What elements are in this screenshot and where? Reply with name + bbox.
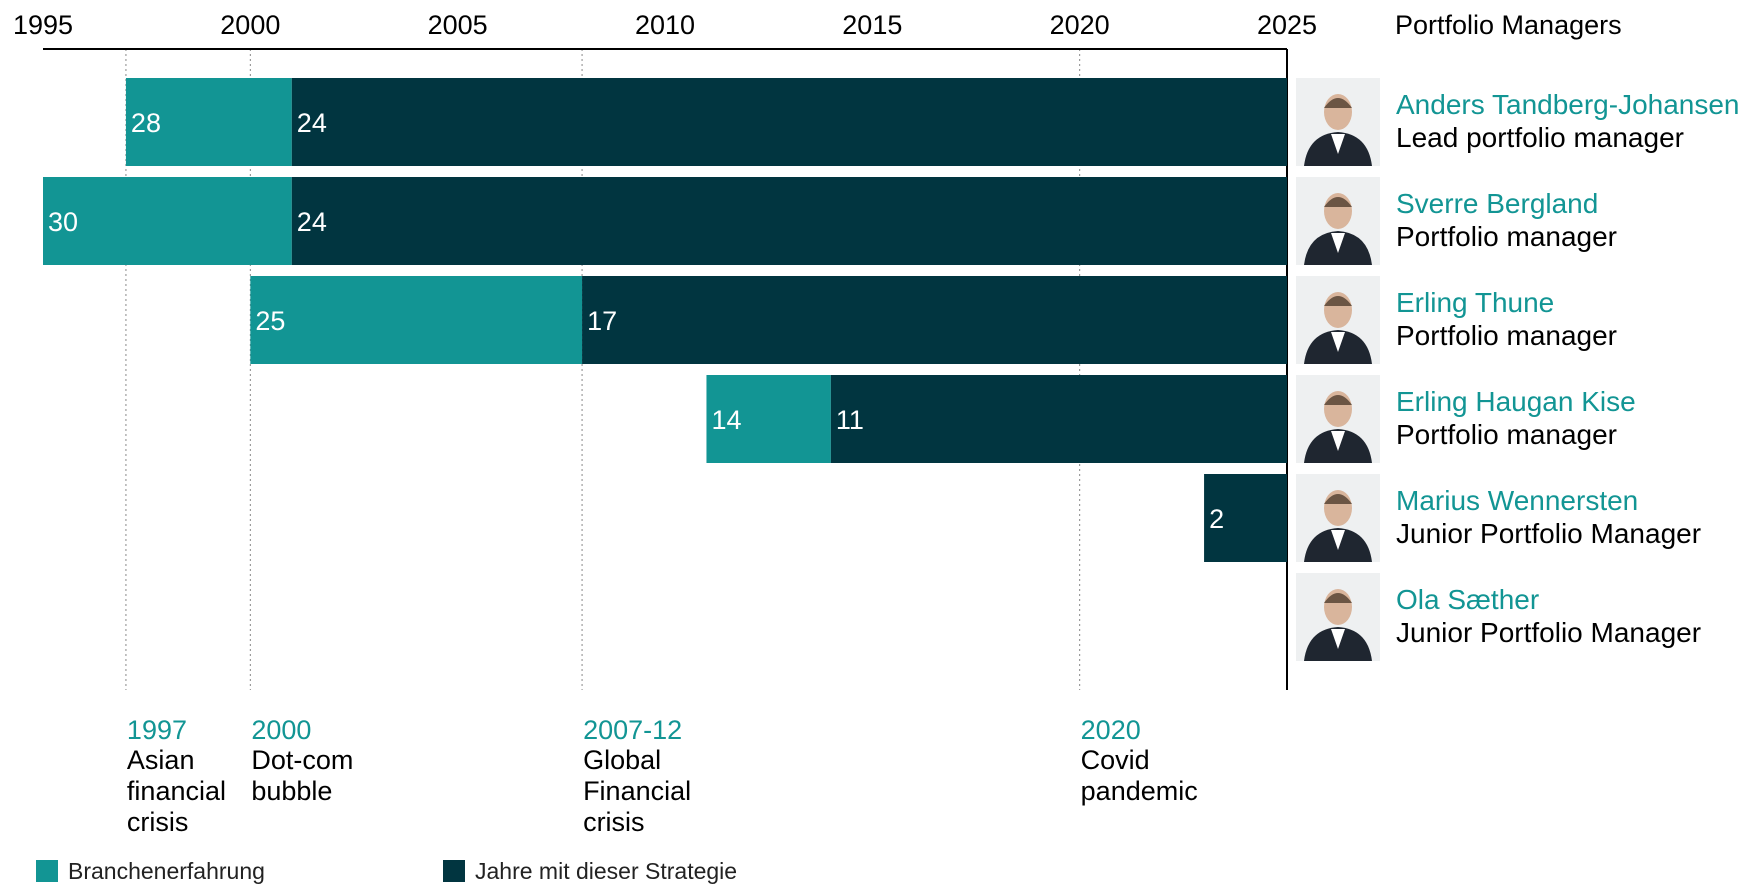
manager-portrait-1 — [1296, 177, 1380, 265]
event-text-3-0: Covid — [1081, 745, 1150, 775]
industry-bar-label-3: 14 — [711, 405, 741, 435]
event-text-0-1: financial — [127, 776, 226, 806]
strategy-bar-3 — [830, 375, 1287, 463]
x-tick-label-3: 2010 — [635, 10, 695, 40]
manager-role-1: Portfolio manager — [1396, 221, 1617, 252]
manager-name-4: Marius Wennersten — [1396, 485, 1638, 516]
manager-name-5: Ola Sæther — [1396, 584, 1539, 615]
manager-role-4: Junior Portfolio Manager — [1396, 518, 1701, 549]
manager-role-2: Portfolio manager — [1396, 320, 1617, 351]
manager-name-0: Anders Tandberg-Johansen — [1396, 89, 1740, 120]
manager-name-3: Erling Haugan Kise — [1396, 386, 1636, 417]
x-tick-label-4: 2015 — [842, 10, 902, 40]
strategy-bar-label-1: 24 — [297, 207, 327, 237]
x-tick-label-2: 2005 — [428, 10, 488, 40]
event-year-1: 2000 — [251, 715, 311, 745]
strategy-bar-1 — [291, 177, 1287, 265]
x-tick-label-1: 2000 — [220, 10, 280, 40]
x-axis: 1995 2000 2005 2010 2015 2020 2025 Portfolio Ma… — [13, 10, 1622, 690]
x-tick-label-0: 1995 — [13, 10, 73, 40]
manager-role-0: Lead portfolio manager — [1396, 122, 1684, 153]
event-text-0-0: Asian — [127, 745, 195, 775]
industry-bar-label-2: 25 — [255, 306, 285, 336]
manager-name-1: Sverre Bergland — [1396, 188, 1598, 219]
strategy-bar-label-2: 17 — [587, 306, 617, 336]
strategy-bar-0 — [291, 78, 1287, 166]
event-text-2-0: Global — [583, 745, 661, 775]
bars: 28 24 30 24 25 17 14 11 2 — [43, 78, 1287, 562]
manager-portrait-0 — [1296, 78, 1380, 166]
event-annotations: 1997Asianfinancialcrisis2000Dot-combubbl… — [127, 715, 1198, 837]
x-tick-label-5: 2020 — [1050, 10, 1110, 40]
strategy-bar-label-3: 11 — [836, 405, 864, 435]
legend: Branchenerfahrung Jahre mit dieser Strate… — [36, 858, 737, 884]
event-text-2-2: crisis — [583, 807, 645, 837]
manager-name-2: Erling Thune — [1396, 287, 1554, 318]
industry-bar-0 — [125, 78, 292, 166]
event-year-2: 2007-12 — [583, 715, 682, 745]
industry-bar-1 — [43, 177, 292, 265]
strategy-bar-2 — [582, 276, 1287, 364]
portfolio-managers-header: Portfolio Managers — [1395, 10, 1622, 40]
industry-bar-3 — [706, 375, 831, 463]
event-year-0: 1997 — [127, 715, 187, 745]
industry-bar-label-0: 28 — [131, 108, 161, 138]
strategy-bar-label-0: 24 — [297, 108, 327, 138]
manager-portrait-5 — [1296, 573, 1380, 661]
event-text-2-1: Financial — [583, 776, 691, 806]
strategy-bar-label-4: 2 — [1209, 504, 1224, 534]
manager-portrait-2 — [1296, 276, 1380, 364]
strategy-bar-4 — [1204, 474, 1287, 562]
manager-portrait-4 — [1296, 474, 1380, 562]
manager-role-5: Junior Portfolio Manager — [1396, 617, 1701, 648]
event-text-0-2: crisis — [127, 807, 189, 837]
legend-swatch-1 — [443, 860, 465, 882]
event-text-1-1: bubble — [251, 776, 332, 806]
legend-label-0: Branchenerfahrung — [68, 858, 265, 884]
legend-label-1: Jahre mit dieser Strategie — [475, 858, 737, 884]
manager-portrait-3 — [1296, 375, 1380, 463]
industry-bar-2 — [250, 276, 583, 364]
event-year-3: 2020 — [1081, 715, 1141, 745]
industry-bar-label-1: 30 — [48, 207, 78, 237]
manager-role-3: Portfolio manager — [1396, 419, 1617, 450]
legend-swatch-0 — [36, 860, 58, 882]
x-tick-label-6: 2025 — [1257, 10, 1317, 40]
event-text-3-1: pandemic — [1081, 776, 1198, 806]
event-text-1-0: Dot-com — [251, 745, 353, 775]
